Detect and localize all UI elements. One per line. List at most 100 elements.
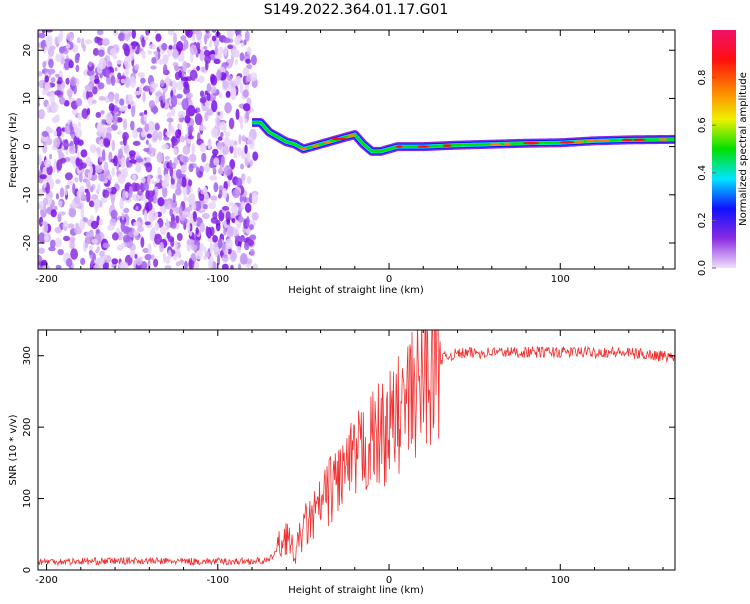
noise-blob — [205, 225, 209, 237]
noise-blob — [155, 33, 162, 42]
noise-blob — [99, 250, 106, 257]
ridge-peak — [657, 138, 669, 141]
noise-blob — [38, 109, 46, 120]
noise-blob — [75, 222, 79, 228]
noise-blob — [236, 177, 243, 188]
noise-blob — [239, 82, 244, 95]
y-tick-label: 200 — [22, 418, 33, 437]
noise-blob — [176, 180, 182, 191]
noise-blob — [57, 76, 63, 85]
noise-blob — [169, 166, 174, 177]
noise-blob — [191, 143, 196, 155]
noise-blob — [163, 173, 170, 182]
noise-blob — [159, 79, 165, 88]
noise-blob — [127, 104, 132, 110]
noise-blob — [95, 249, 99, 254]
noise-blob — [85, 39, 92, 45]
noise-blob — [201, 212, 210, 220]
noise-blob — [45, 30, 54, 33]
noise-blob — [64, 172, 73, 181]
noise-blob — [187, 179, 193, 187]
noise-blob — [147, 242, 152, 255]
noise-blob — [240, 173, 246, 182]
noise-blob — [199, 49, 205, 62]
noise-blob — [49, 153, 53, 160]
noise-blob — [164, 155, 171, 160]
y-tick-label: 0 — [22, 567, 33, 573]
noise-blob — [146, 133, 152, 139]
noise-blob — [234, 30, 242, 36]
noise-blob — [218, 92, 223, 99]
noise-blob — [220, 131, 224, 138]
noise-blob — [124, 227, 133, 233]
noise-blob — [172, 192, 176, 204]
noise-blob — [245, 58, 251, 64]
noise-blob — [213, 157, 220, 166]
noise-blob — [108, 94, 115, 103]
noise-blob — [107, 126, 113, 133]
y-tick-label: -10 — [22, 187, 33, 203]
noise-blob — [209, 256, 214, 264]
ridge-peak — [417, 145, 430, 148]
noise-blob — [246, 152, 251, 161]
noise-blob — [186, 30, 193, 38]
noise-blob — [38, 264, 41, 269]
noise-blob — [63, 235, 71, 242]
noise-blob — [117, 148, 124, 160]
x-tick-label: -100 — [206, 274, 229, 285]
spectrogram-xlabel: Height of straight line (km) — [288, 285, 424, 296]
colorbar-tick-label: 0.2 — [697, 212, 708, 228]
noise-blob — [111, 258, 119, 265]
snr-plot: -200 -100 0 100 0 100 200 300 Height of straigh… — [8, 329, 676, 596]
noise-blob — [50, 209, 57, 218]
x-tick-label: -200 — [35, 274, 58, 285]
noise-blob — [201, 152, 207, 163]
noise-blob — [137, 190, 144, 196]
noise-blob — [208, 162, 215, 169]
noise-blob — [203, 45, 208, 51]
noise-blob — [222, 37, 231, 44]
noise-blob — [233, 145, 238, 157]
noise-blob — [43, 181, 47, 188]
noise-blob — [95, 229, 100, 235]
noise-blob — [227, 75, 233, 81]
noise-blob — [135, 158, 144, 163]
noise-blob — [243, 118, 248, 124]
noise-blob — [120, 156, 126, 168]
noise-blob — [50, 102, 59, 113]
noise-blob — [178, 123, 182, 130]
noise-blob — [211, 100, 218, 113]
noise-blob — [136, 127, 143, 133]
noise-blob — [59, 187, 65, 198]
noise-blob — [233, 154, 238, 159]
noise-blob — [64, 124, 71, 135]
noise-blob — [38, 153, 42, 166]
noise-blob — [69, 236, 76, 243]
noise-blob — [103, 161, 109, 173]
noise-blob — [177, 128, 182, 136]
ridge-peak — [586, 139, 597, 143]
noise-blob — [44, 46, 49, 51]
noise-blob — [161, 144, 169, 150]
noise-blob — [190, 244, 198, 251]
noise-blob — [134, 63, 140, 71]
noise-blob — [222, 145, 230, 155]
noise-blob — [148, 100, 156, 109]
colorbar: 0.0 0.2 0.4 0.6 0.8 Normalized spectral ampl… — [697, 30, 749, 276]
noise-blob — [123, 56, 131, 68]
noise-blob — [91, 99, 97, 104]
noise-blob — [77, 113, 83, 120]
noise-blob — [139, 194, 146, 201]
noise-blob — [157, 174, 163, 180]
noise-blob — [249, 159, 253, 167]
noise-blob — [140, 77, 146, 84]
noise-blob — [199, 142, 207, 153]
ridge-peak — [573, 140, 585, 143]
noise-blob — [54, 36, 59, 46]
noise-blob — [43, 202, 47, 213]
noise-blob — [230, 212, 236, 219]
noise-blob — [246, 175, 252, 185]
noise-blob — [168, 249, 172, 260]
noise-blob — [154, 233, 163, 245]
